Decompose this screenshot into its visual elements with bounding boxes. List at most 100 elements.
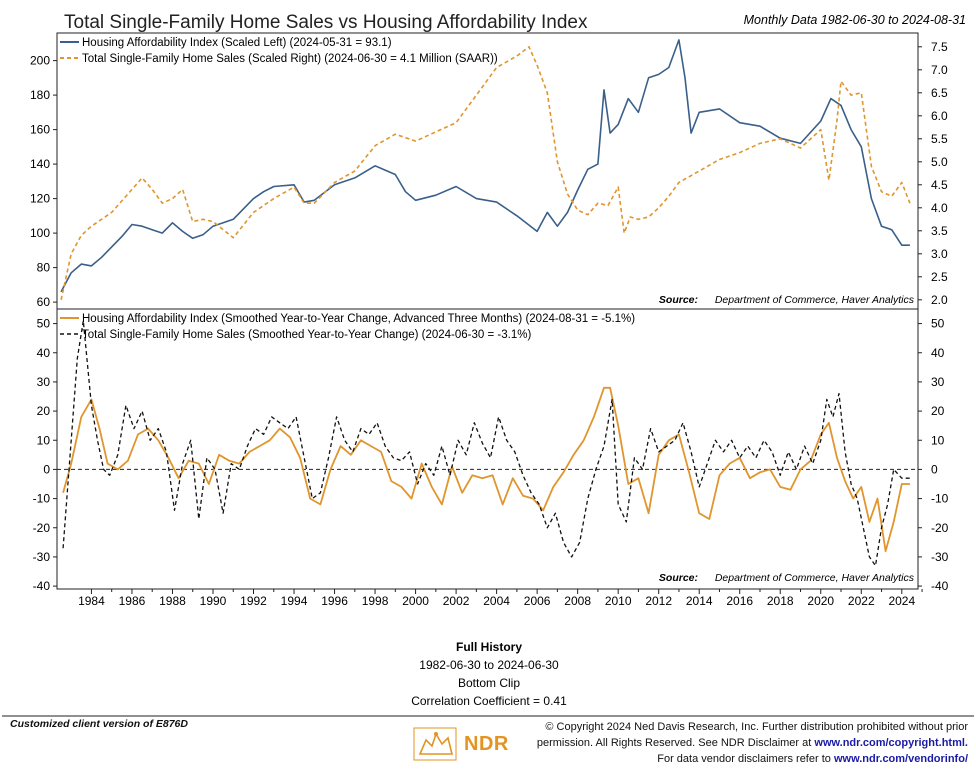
left-tick-label: 40 [37, 346, 51, 360]
copyright-line-1: © Copyright 2024 Ned Davis Research, Inc… [545, 721, 968, 733]
right-tick-label: 4.0 [931, 201, 948, 215]
chart-title: Total Single-Family Home Sales vs Housin… [64, 12, 588, 33]
right-tick-label: -30 [931, 550, 949, 564]
x-tick-label: 1988 [159, 594, 186, 608]
home-sales-line [60, 45, 911, 300]
right-tick-label: 2.5 [931, 270, 948, 284]
x-tick-label: 1994 [281, 594, 308, 608]
right-tick-label: 6.5 [931, 86, 948, 100]
top-source-label: Source: [659, 294, 698, 306]
right-tick-label: 2.0 [931, 293, 948, 307]
x-tick-label: 1998 [362, 594, 389, 608]
right-tick-label: -20 [931, 521, 949, 535]
x-tick-label: 2020 [807, 594, 834, 608]
x-tick-label: 2004 [483, 594, 510, 608]
left-tick-label: 160 [30, 123, 50, 137]
x-tick-label: 1990 [200, 594, 227, 608]
right-tick-label: 7.5 [931, 40, 948, 54]
x-axis: 1984 1986 1988 1990 1992 1994 1996 1998 2000 2002… [78, 589, 923, 608]
left-tick-label: 20 [37, 404, 51, 418]
x-tick-label: 2012 [645, 594, 672, 608]
left-tick-label: 80 [37, 261, 51, 275]
copyright-line-3-text: For data vendor disclaimers refer to [657, 753, 831, 765]
plot-frame [56, 32, 919, 590]
left-tick-label: -30 [33, 550, 51, 564]
affordability-index-line [60, 39, 910, 293]
client-version-note: Customized client version of E876D [10, 718, 188, 730]
left-tick-label: -40 [33, 579, 51, 593]
date-range: Monthly Data 1982-06-30 to 2024-08-31 [744, 13, 966, 27]
left-tick-label: 50 [37, 317, 51, 331]
x-tick-label: 1986 [119, 594, 146, 608]
bottom-source-label: Source: [659, 572, 698, 584]
right-tick-label: 5.0 [931, 155, 948, 169]
x-tick-label: 2002 [443, 594, 470, 608]
ndr-logo-text: NDR [464, 732, 509, 755]
copyright-link[interactable]: www.ndr.com/copyright.html. [814, 737, 968, 749]
legend-affordability-change: Housing Affordability Index (Smoothed Ye… [82, 313, 635, 325]
stats-range: 1982-06-30 to 2024-06-30 [419, 658, 559, 672]
right-tick-label: 0 [931, 462, 938, 476]
left-tick-label: 180 [30, 88, 50, 102]
right-tick-label: 7.0 [931, 63, 948, 77]
x-tick-label: 2010 [605, 594, 632, 608]
copyright-line-2: permission. All Rights Reserved. See NDR… [528, 735, 968, 751]
ndr-logo: NDR [412, 726, 509, 762]
bottom-panel-lines [62, 320, 910, 567]
x-tick-label: 2022 [848, 594, 875, 608]
vendor-info-link[interactable]: www.ndr.com/vendorinfo/ [833, 753, 968, 765]
x-tick-label: 2018 [767, 594, 794, 608]
right-tick-label: 30 [931, 375, 945, 389]
legend-home-sales: Total Single-Family Home Sales (Scaled R… [82, 53, 498, 65]
bottom-panel-axes: -40 -40 -30 -30 -20 -20 -10 -10 0 0 10 10 20 20 30 30 40… [33, 317, 949, 593]
right-tick-label: 6.0 [931, 109, 948, 123]
right-tick-label: 3.5 [931, 224, 948, 238]
left-tick-label: 140 [30, 157, 50, 171]
copyright-line-2-text: permission. All Rights Reserved. See NDR… [536, 737, 812, 749]
right-tick-label: -40 [931, 579, 949, 593]
top-panel-lines [60, 39, 911, 300]
affordability-change-line [62, 386, 910, 552]
right-tick-label: 40 [931, 346, 945, 360]
sales-change-line [62, 320, 910, 567]
right-tick-label: -10 [931, 492, 949, 506]
left-tick-label: 10 [37, 433, 51, 447]
right-tick-label: 5.5 [931, 132, 948, 146]
bull-bear-icon [413, 727, 457, 761]
legend-sales-change: Total Single-Family Home Sales (Smoothed… [82, 329, 531, 341]
left-tick-label: -10 [33, 492, 51, 506]
right-tick-label: 4.5 [931, 178, 948, 192]
left-tick-label: -20 [33, 521, 51, 535]
x-tick-label: 1992 [240, 594, 267, 608]
left-tick-label: 100 [30, 226, 50, 240]
left-tick-label: 60 [37, 295, 51, 309]
left-tick-label: 30 [37, 375, 51, 389]
legend-affordability: Housing Affordability Index (Scaled Left… [82, 37, 392, 49]
left-tick-label: 200 [30, 54, 50, 68]
left-tick-label: 120 [30, 192, 50, 206]
right-tick-label: 50 [931, 317, 945, 331]
copyright-line-3: For data vendor disclaimers refer to www… [528, 751, 968, 767]
stats-correlation: Correlation Coefficient = 0.41 [411, 694, 567, 708]
x-tick-label: 2024 [888, 594, 915, 608]
x-tick-label: 2000 [402, 594, 429, 608]
right-tick-label: 10 [931, 433, 945, 447]
stats-clip: Bottom Clip [458, 676, 520, 690]
x-tick-label: 2014 [686, 594, 713, 608]
bottom-legend: Housing Affordability Index (Smoothed Ye… [60, 313, 635, 341]
bottom-source-text: Department of Commerce, Haver Analytics [715, 572, 915, 584]
left-tick-label: 0 [43, 462, 50, 476]
x-tick-label: 2016 [726, 594, 753, 608]
x-tick-label: 2006 [524, 594, 551, 608]
x-tick-label: 1984 [78, 594, 105, 608]
x-tick-label: 1996 [321, 594, 348, 608]
top-source-text: Department of Commerce, Haver Analytics [715, 294, 915, 306]
top-panel-axes: 60 80 100 120 140 160 180 200 2.0 2.5 3.0 3.5 4.0 4.5… [30, 40, 948, 309]
top-legend: Housing Affordability Index (Scaled Left… [60, 37, 498, 65]
copyright-block: © Copyright 2024 Ned Davis Research, Inc… [528, 719, 968, 767]
right-tick-label: 3.0 [931, 247, 948, 261]
x-tick-label: 2008 [564, 594, 591, 608]
right-tick-label: 20 [931, 404, 945, 418]
stats-heading: Full History [456, 640, 522, 654]
